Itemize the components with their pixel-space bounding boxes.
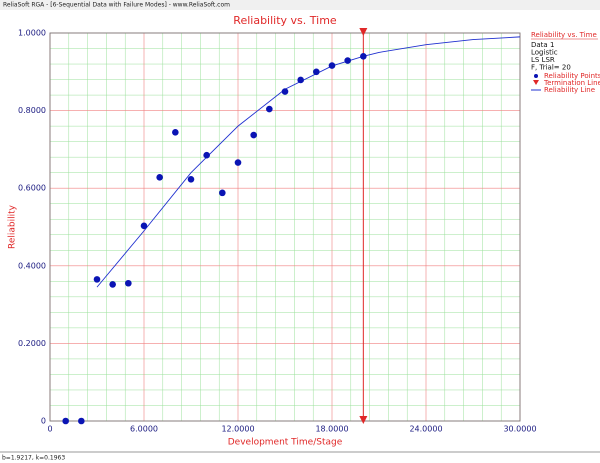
x-tick-label: 24.0000 xyxy=(409,425,442,434)
status-text: b=1.9217, k=0.1963 xyxy=(2,455,65,462)
reliability-point xyxy=(266,105,273,113)
chart-title: Reliability vs. Time xyxy=(233,14,337,27)
y-tick-label: 0.8000 xyxy=(18,106,46,115)
reliability-point xyxy=(93,276,101,283)
legend-label: Termination Line xyxy=(543,79,600,87)
y-axis-label: Reliability xyxy=(8,204,18,249)
x-tick-label: 12.0000 xyxy=(221,425,254,434)
x-tick-label: 0 xyxy=(47,425,52,434)
legend-info: Logistic xyxy=(531,49,558,57)
y-tick-label: 0 xyxy=(41,417,46,426)
y-tick-label: 0.2000 xyxy=(18,339,46,348)
legend-label: Reliability Line xyxy=(544,86,595,94)
termination-marker xyxy=(359,416,368,424)
reliability-point xyxy=(250,131,257,139)
reliability-point xyxy=(125,279,132,287)
reliability-point xyxy=(328,62,336,69)
reliability-point xyxy=(234,159,242,166)
plot-area xyxy=(49,32,521,422)
title-bar xyxy=(0,0,600,10)
window-title: ReliaSoft RGA - [6-Sequential Data with … xyxy=(3,2,230,9)
reliability-point xyxy=(78,417,85,425)
reliability-point xyxy=(313,68,320,76)
reliability-point xyxy=(297,76,304,84)
reliability-point xyxy=(187,175,195,183)
legend-symbol xyxy=(534,74,538,78)
x-tick-label: 30.0000 xyxy=(503,425,536,434)
x-tick-label: 6.0000 xyxy=(130,425,158,434)
reliability-point xyxy=(109,281,116,288)
y-tick-label: 1.0000 xyxy=(18,29,46,38)
x-axis-label: Development Time/Stage xyxy=(228,438,343,448)
reliability-point xyxy=(344,57,351,64)
legend-title: Reliability vs. Time xyxy=(531,31,597,39)
y-tick-label: 0.4000 xyxy=(18,261,46,270)
legend-info: Data 1 xyxy=(531,41,554,49)
reliability-point xyxy=(62,417,69,425)
x-tick-label: 18.0000 xyxy=(315,425,348,434)
reliability-point xyxy=(281,88,289,95)
reliability-point xyxy=(156,174,163,181)
plot-border xyxy=(49,32,521,422)
termination-marker xyxy=(359,28,368,36)
reliability-point xyxy=(172,129,179,136)
legend-label: Reliability Points xyxy=(544,72,600,80)
reliability-point xyxy=(140,222,148,230)
reliability-point xyxy=(203,151,210,159)
legend-info: LS LSR xyxy=(531,56,555,64)
legend-info: F, Trial= 20 xyxy=(531,64,571,72)
reliability-point xyxy=(219,189,226,197)
y-tick-label: 0.6000 xyxy=(18,184,46,193)
reliability-point xyxy=(360,52,367,60)
legend-symbol xyxy=(533,80,539,85)
